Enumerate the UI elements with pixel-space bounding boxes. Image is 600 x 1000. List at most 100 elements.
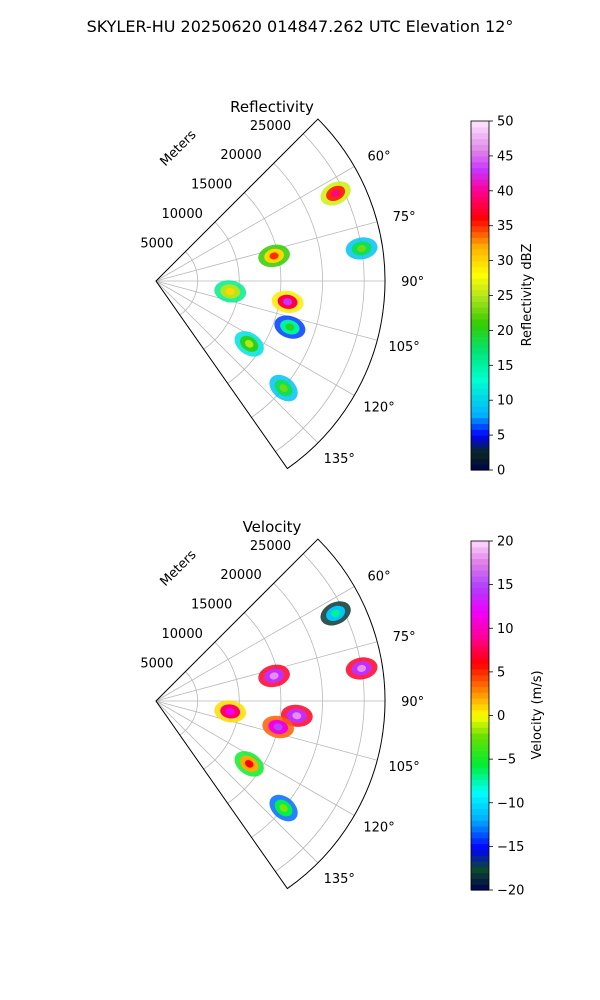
colorbar-segment <box>471 715 489 722</box>
colorbar-segment <box>471 872 489 879</box>
colorbar-segment <box>471 411 489 419</box>
colorbar-segment <box>471 312 489 320</box>
range-tick-label: 5000 <box>140 657 173 672</box>
colorbar-segment <box>471 639 489 647</box>
reflectivity-polar-plot: 5000 10000 15000 20000 25000 60° 75° 90° 105° 120… <box>140 118 424 470</box>
colorbar-segment <box>471 429 489 436</box>
colorbar-segment <box>471 260 489 268</box>
azimuth-tick-label: 135° <box>324 872 355 887</box>
colorbar-segment <box>471 132 489 140</box>
colorbar-segment <box>471 849 489 856</box>
colorbar-tick-label: 25 <box>497 289 514 304</box>
colorbar-segment <box>471 138 489 145</box>
colorbar-segment <box>471 219 489 227</box>
colorbar-segment <box>471 184 489 192</box>
azimuth-tick-label: 135° <box>324 452 355 467</box>
colorbar-tick-label: 5 <box>497 429 505 444</box>
colorbar-tick-label: 20 <box>497 324 514 339</box>
colorbar-segment <box>471 446 489 454</box>
range-tick-label: 20000 <box>220 148 261 163</box>
echo-cell <box>234 331 264 357</box>
colorbar-segment <box>471 727 489 734</box>
colorbar-tick-label: 5 <box>497 665 505 680</box>
colorbar-segment <box>471 307 489 314</box>
reflectivity-colorbar: 0 5 10 15 20 25 30 35 40 45 50 <box>470 115 514 479</box>
colorbar-segment <box>471 376 489 384</box>
azimuth-tick-label: 105° <box>388 760 419 775</box>
colorbar-segment <box>471 301 489 308</box>
velocity-panel: Velocity 5000 10000 15000 20000 25000 60° 75° 9… <box>140 518 545 899</box>
colorbar-segment <box>471 552 489 560</box>
velocity-colorbar: −20 −15 −10 −5 0 5 10 15 20 <box>470 535 524 899</box>
colorbar-tick-label: −15 <box>497 840 524 855</box>
colorbar-segment <box>471 866 489 874</box>
colorbar-segment <box>471 709 489 717</box>
azimuth-tick-label: 60° <box>368 570 391 585</box>
colorbar-segment <box>471 558 489 565</box>
colorbar-segment <box>471 347 489 355</box>
colorbar-segment <box>471 283 489 291</box>
colorbar-segment <box>471 721 489 728</box>
range-tick-label: 20000 <box>220 568 261 583</box>
colorbar-segment <box>471 645 489 653</box>
colorbar-segment <box>471 173 489 180</box>
azimuth-gridline <box>155 166 355 282</box>
sector-outline <box>155 538 386 890</box>
colorbar-tick-label: 40 <box>497 184 514 199</box>
colorbar-segment <box>471 440 489 448</box>
colorbar-segment <box>471 208 489 215</box>
colorbar-tick-label: 45 <box>497 149 514 164</box>
echo-cell <box>274 315 306 339</box>
colorbar-segment <box>471 406 489 413</box>
echo-cell <box>262 715 294 739</box>
colorbar-tick-label: 15 <box>497 359 514 374</box>
colorbar-segment <box>471 831 489 839</box>
range-tick-label: 15000 <box>191 178 232 193</box>
echo-cell <box>320 181 351 206</box>
colorbar-segment <box>471 837 489 845</box>
colorbar-tick-label: −20 <box>497 884 524 899</box>
colorbar-segment <box>471 796 489 804</box>
colorbar-segment <box>471 382 489 390</box>
plot-area <box>156 119 385 469</box>
colorbar-segment <box>471 744 489 751</box>
colorbar-segment <box>471 248 489 256</box>
colorbar-segment <box>471 791 489 798</box>
colorbar-segment <box>471 855 489 862</box>
colorbar-segment <box>471 435 489 442</box>
colorbar-tick-label: 0 <box>497 709 505 724</box>
azimuth-tick-label: 75° <box>393 630 416 645</box>
colorbar-segment <box>471 202 489 209</box>
azimuth-gridline <box>155 280 319 444</box>
colorbar-tick-label: 10 <box>497 622 514 637</box>
colorbar-segment <box>471 295 489 302</box>
colorbar-segment <box>471 324 489 331</box>
colorbar-segment <box>471 884 489 891</box>
colorbar-segment <box>471 686 489 693</box>
colorbar-segment <box>471 587 489 594</box>
range-ring <box>179 671 199 736</box>
colorbar-segment <box>471 394 489 401</box>
colorbar-segment <box>471 243 489 250</box>
echo-cell <box>234 751 264 777</box>
azimuth-gridline <box>155 280 378 341</box>
colorbar-segment <box>471 126 489 134</box>
echo-cell <box>269 794 298 822</box>
reflectivity-panel: Reflectivity 5000 10000 15000 20000 25000 60°… <box>140 98 535 479</box>
colorbar-segment <box>471 773 489 781</box>
range-tick-label: 5000 <box>140 237 173 252</box>
colorbar-segment <box>471 767 489 775</box>
echo-cell <box>258 244 290 268</box>
colorbar-segment <box>471 779 489 786</box>
colorbar-segment <box>471 167 489 174</box>
azimuth-tick-label: 75° <box>393 210 416 225</box>
azimuth-tick-label: 90° <box>401 695 424 710</box>
colorbar-segment <box>471 663 489 670</box>
colorbar-segment <box>471 878 489 885</box>
range-ring <box>275 553 365 872</box>
colorbar-segment <box>471 365 489 372</box>
colorbar-segment <box>471 214 489 221</box>
echo-cell <box>269 374 298 402</box>
plot-area <box>156 539 385 889</box>
